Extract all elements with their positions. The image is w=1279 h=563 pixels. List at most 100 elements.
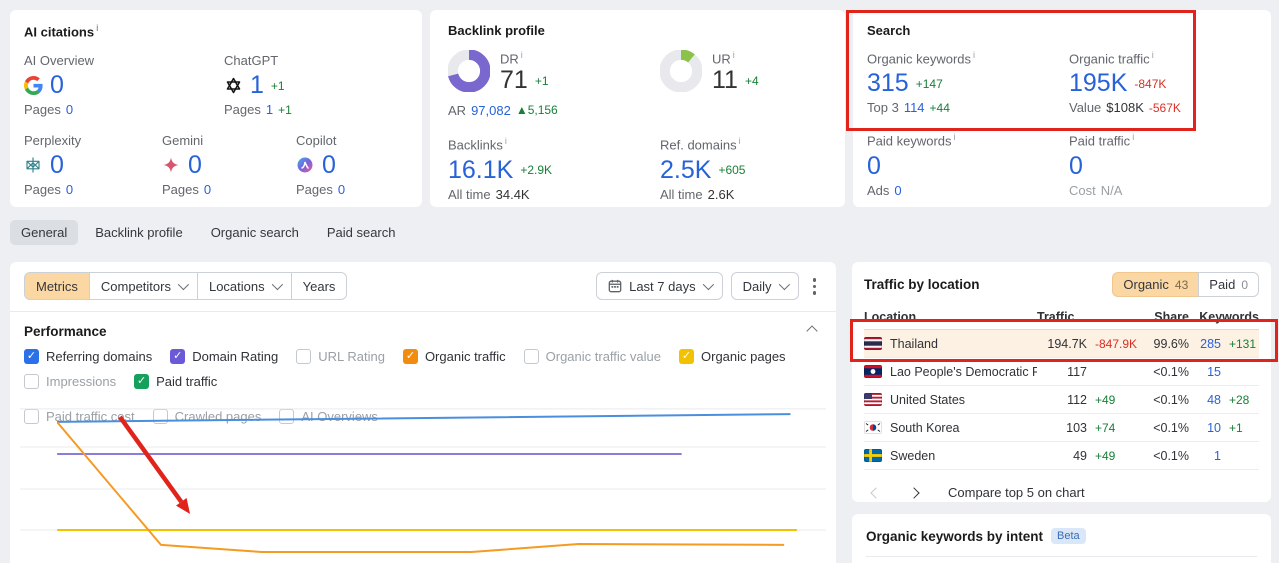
info-icon[interactable]: i: [96, 23, 99, 33]
chatgpt-value: 1: [250, 71, 264, 100]
performance-line-chart[interactable]: [20, 384, 826, 563]
toggle-paid[interactable]: Paid 0: [1198, 272, 1259, 297]
metric-checkbox-paid-traffic-cost[interactable]: Paid traffic cost: [24, 408, 135, 424]
gemini-sparkle-icon: [162, 156, 181, 175]
location-name: South Korea: [890, 420, 960, 435]
metric-checkbox-organic-traffic-value[interactable]: Organic traffic value: [523, 348, 661, 364]
date-range-dropdown[interactable]: Last 7 days: [596, 272, 723, 301]
info-icon[interactable]: i: [1151, 50, 1154, 60]
keywords-link[interactable]: 10: [1207, 420, 1221, 435]
share-value: <0.1%: [1153, 420, 1189, 435]
location-row-laos[interactable]: Lao People's Democratic Rep 117 <0.1% 15: [864, 358, 1259, 386]
metric-checkbox-organic-pages[interactable]: Organic pages: [679, 348, 786, 364]
info-icon[interactable]: i: [738, 136, 741, 147]
calendar-icon: [608, 280, 622, 293]
top3-link[interactable]: 114: [903, 100, 925, 116]
tab-paid-search[interactable]: Paid search: [316, 220, 407, 245]
location-name: Lao People's Democratic Rep: [890, 364, 1037, 379]
paid-traffic-stat: Paid traffic i 0 Cost N/A: [1069, 132, 1135, 198]
pages-count-link[interactable]: 0: [65, 182, 74, 198]
tab-general[interactable]: General: [10, 220, 79, 245]
traffic-value: 112: [1067, 392, 1087, 407]
chevron-right-icon[interactable]: [906, 481, 922, 504]
ads-count-link[interactable]: 0: [894, 182, 902, 198]
ai-citations-card: AI citations i AI Overview 0 Pages 0 ChatG…: [10, 10, 422, 207]
info-icon[interactable]: i: [1132, 132, 1135, 143]
metric-checkbox-impressions[interactable]: Impressions: [24, 373, 116, 389]
kebab-menu-icon[interactable]: [807, 272, 823, 301]
traffic-delta: +74: [1095, 420, 1116, 435]
location-row-sweden[interactable]: Sweden 49 +49 <0.1% 1: [864, 442, 1259, 470]
share-value: <0.1%: [1153, 448, 1189, 463]
location-row-united-states[interactable]: United States 112 +49 <0.1% 48 +28: [864, 386, 1259, 414]
toggle-organic[interactable]: Organic 43: [1112, 272, 1199, 297]
organic-keywords-value[interactable]: 315: [867, 69, 909, 98]
performance-panel: Metrics Competitors Locations Years Last…: [10, 262, 836, 563]
flag-thailand-icon: [864, 337, 882, 350]
pages-count-link[interactable]: 0: [337, 182, 346, 198]
metric-checkbox-referring-domains[interactable]: Referring domains: [24, 348, 152, 364]
checkbox-icon: [296, 348, 312, 364]
flag-united-states-icon: [864, 393, 882, 406]
divider: [866, 556, 1257, 557]
chevron-left-icon[interactable]: [868, 481, 884, 504]
keywords-link[interactable]: 285: [1200, 336, 1221, 351]
ai-stat-copilot: Copilot 0 Pages 0: [296, 133, 346, 198]
pages-count-link[interactable]: 0: [65, 102, 74, 118]
info-icon[interactable]: i: [504, 136, 507, 147]
checkbox-icon: [523, 348, 539, 364]
tab-organic-search[interactable]: Organic search: [200, 220, 310, 245]
locations-dropdown[interactable]: Locations: [196, 272, 291, 301]
dr-value: 71: [500, 66, 528, 95]
chevron-up-icon[interactable]: [806, 325, 818, 337]
keywords-link[interactable]: 48: [1207, 392, 1221, 407]
metric-checkbox-url-rating[interactable]: URL Rating: [296, 348, 385, 364]
keywords-delta: +131: [1229, 336, 1257, 351]
metric-checkbox-domain-rating[interactable]: Domain Rating: [170, 348, 278, 364]
info-icon[interactable]: i: [732, 50, 735, 60]
backlinks-value[interactable]: 16.1K: [448, 155, 514, 184]
metrics-button[interactable]: Metrics: [24, 272, 89, 301]
chevron-down-icon: [702, 279, 714, 291]
keywords-link[interactable]: 15: [1207, 364, 1221, 379]
keywords-link[interactable]: 1: [1214, 448, 1221, 463]
location-row-south-korea[interactable]: South Korea 103 +74 <0.1% 10 +1: [864, 414, 1259, 442]
chart-filter-group: Metrics Competitors Locations Years: [24, 272, 348, 301]
checkbox-icon: [402, 348, 418, 364]
ai-stat-gemini: Gemini 0 Pages 0: [162, 133, 212, 198]
backlink-profile-card: Backlink profile DR i 71 +1 AR 97,082 ▲5,156: [430, 10, 845, 207]
traffic-value: 49: [1073, 448, 1087, 463]
location-name: United States: [890, 392, 966, 407]
pages-count-link[interactable]: 0: [203, 182, 212, 198]
traffic-delta: -847.9K: [1095, 336, 1138, 351]
ahrefs-rank-link[interactable]: 97,082: [471, 103, 511, 119]
ref-domains-value[interactable]: 2.5K: [660, 155, 712, 184]
info-icon[interactable]: i: [973, 50, 976, 60]
info-icon[interactable]: i: [953, 132, 956, 143]
performance-title: Performance: [24, 323, 107, 339]
info-icon[interactable]: i: [520, 50, 523, 60]
chevron-down-icon: [778, 279, 790, 291]
chevron-down-icon: [271, 279, 283, 291]
metric-checkbox-organic-traffic[interactable]: Organic traffic: [402, 348, 506, 364]
dr-donut-chart: [448, 50, 490, 92]
granularity-dropdown[interactable]: Daily: [730, 272, 799, 301]
compare-top5-link[interactable]: Compare top 5 on chart: [948, 485, 1085, 500]
traffic-delta: +49: [1095, 392, 1116, 407]
traffic-value: 103: [1066, 420, 1087, 435]
years-button[interactable]: Years: [290, 272, 348, 301]
perplexity-icon: [24, 156, 43, 175]
traffic-by-location-title: Traffic by location: [864, 277, 980, 292]
location-row-thailand[interactable]: Thailand 194.7K -847.9K 99.6% 285 +131: [864, 330, 1259, 358]
metric-checkbox-paid-traffic[interactable]: Paid traffic: [134, 373, 217, 389]
perplexity-value: 0: [50, 151, 64, 180]
pages-count-link[interactable]: 1: [265, 102, 274, 118]
flag-sweden-icon: [864, 449, 882, 462]
search-card: Search Organic keywords i 315 +147 Top 3 11…: [853, 10, 1271, 207]
competitors-dropdown[interactable]: Competitors: [88, 272, 197, 301]
gemini-value: 0: [188, 151, 202, 180]
organic-traffic-value[interactable]: 195K: [1069, 69, 1128, 98]
tab-backlink-profile[interactable]: Backlink profile: [84, 220, 193, 245]
chevron-down-icon: [177, 279, 190, 291]
